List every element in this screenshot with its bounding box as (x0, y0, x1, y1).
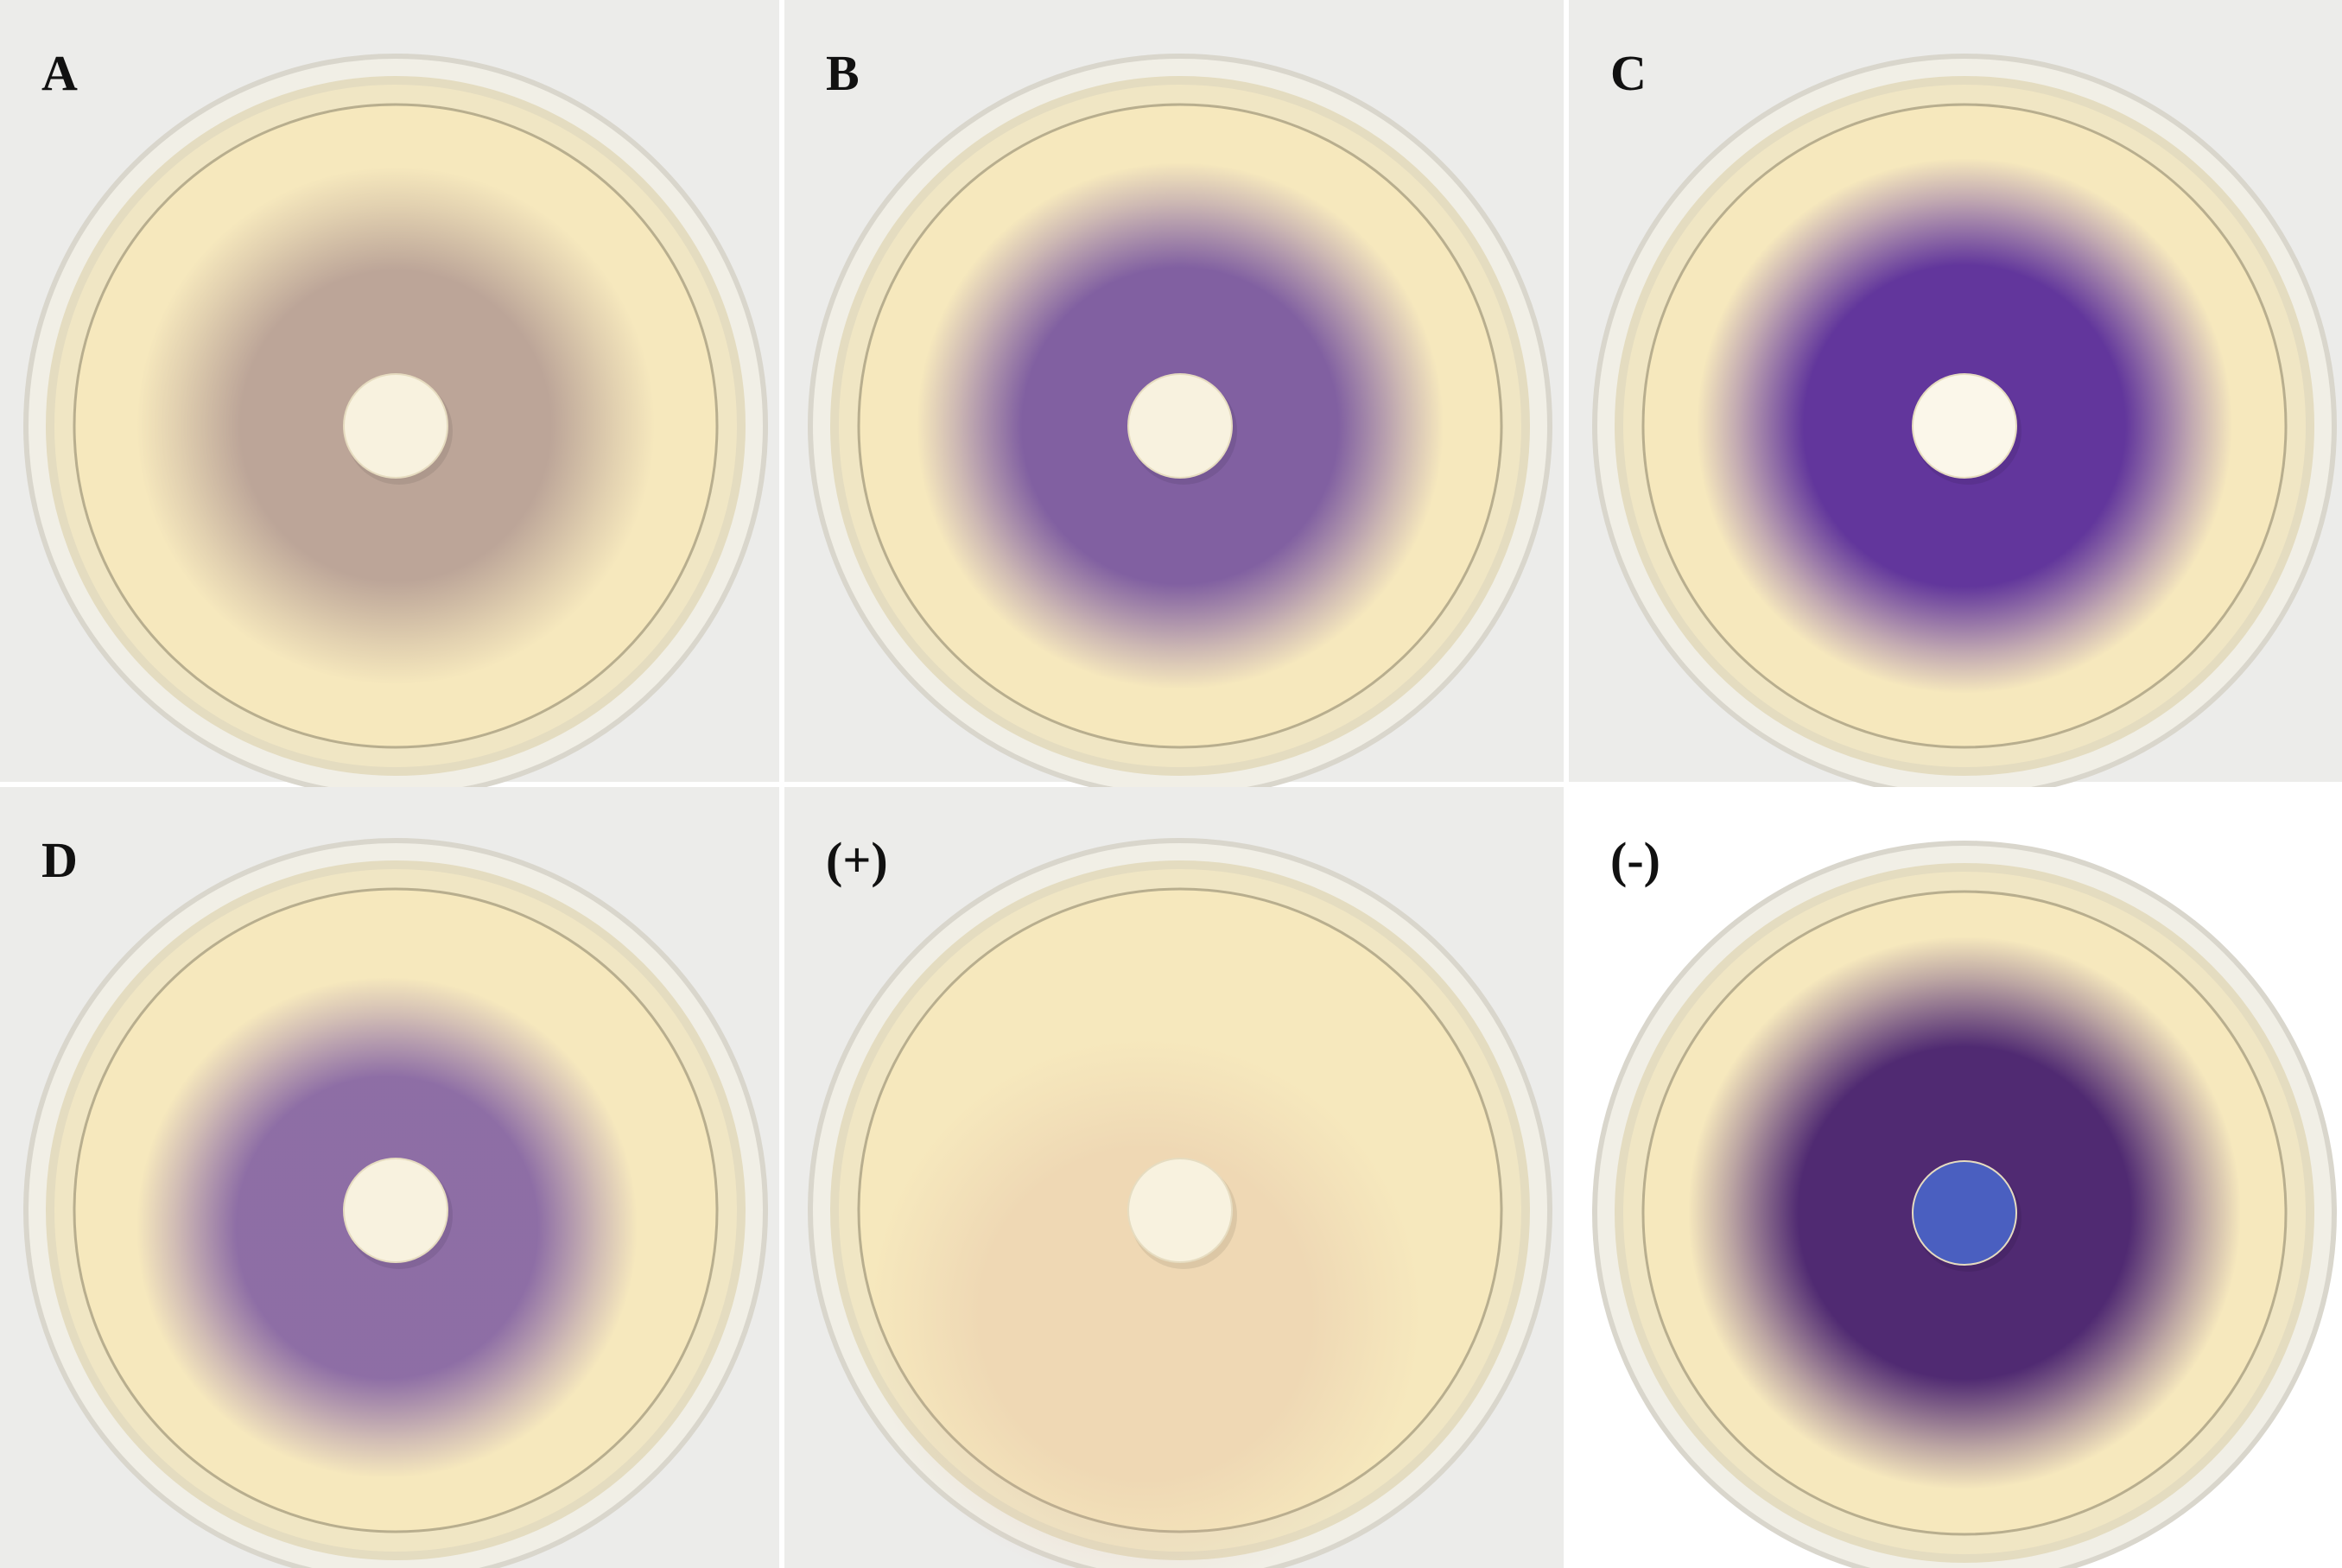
panel-label: (+) (826, 832, 888, 888)
panel-label: C (1610, 45, 1647, 101)
antibiotic-disc (1127, 1158, 1233, 1263)
panel-label: (-) (1610, 832, 1660, 888)
antibiotic-disc (1912, 373, 2017, 479)
antibiotic-disc (1127, 373, 1233, 479)
panel: D (0, 787, 779, 1568)
panel-label: B (826, 45, 860, 101)
panel: (+) (784, 787, 1564, 1568)
panel: C (1569, 0, 2342, 798)
inhibition-zone (869, 1038, 1422, 1568)
antibiotic-disc (343, 1158, 448, 1263)
panel-label: A (41, 45, 78, 101)
panel: (-) (1569, 787, 2342, 1568)
antibiotic-disc (1912, 1160, 2017, 1266)
panel-label: D (41, 832, 78, 888)
panel: B (784, 0, 1564, 798)
antibiotic-disc (343, 373, 448, 479)
panel: A (0, 0, 779, 798)
